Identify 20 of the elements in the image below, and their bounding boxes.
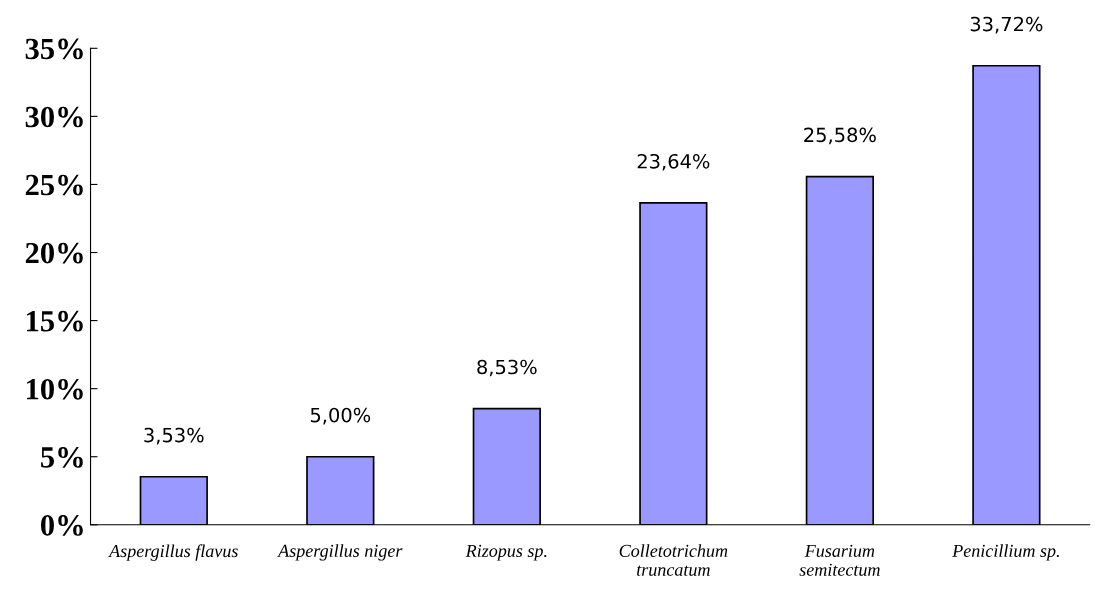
x-tick-label: Rizopus sp.	[465, 544, 547, 561]
x-tick-label: Colletotrichum truncatum	[619, 544, 728, 576]
x-tick-label: Penicillium sp.	[952, 544, 1059, 561]
data-label: 8,53%	[477, 359, 537, 377]
data-label: 5,00%	[310, 407, 371, 425]
data-label: 23,64%	[637, 153, 710, 171]
y-tick-label: 35%	[25, 38, 83, 60]
y-tick-label: 25%	[25, 174, 83, 196]
data-label: 33,72%	[970, 16, 1043, 34]
y-tick-label: 10%	[27, 378, 83, 400]
x-tick-label: Fusarium semitectum	[799, 544, 880, 576]
y-tick-label: 20%	[25, 242, 83, 264]
y-tick-label: 15%	[27, 310, 83, 332]
x-tick-label: Aspergillus niger	[277, 544, 403, 561]
y-tick-label: 0%	[41, 515, 83, 536]
y-tick-label: 30%	[25, 106, 83, 128]
y-tick-label: 5%	[41, 447, 83, 468]
data-label: 25,58%	[804, 127, 876, 145]
data-label: 3,53%	[144, 427, 204, 445]
x-tick-label: Aspergillus flavus	[108, 544, 238, 561]
